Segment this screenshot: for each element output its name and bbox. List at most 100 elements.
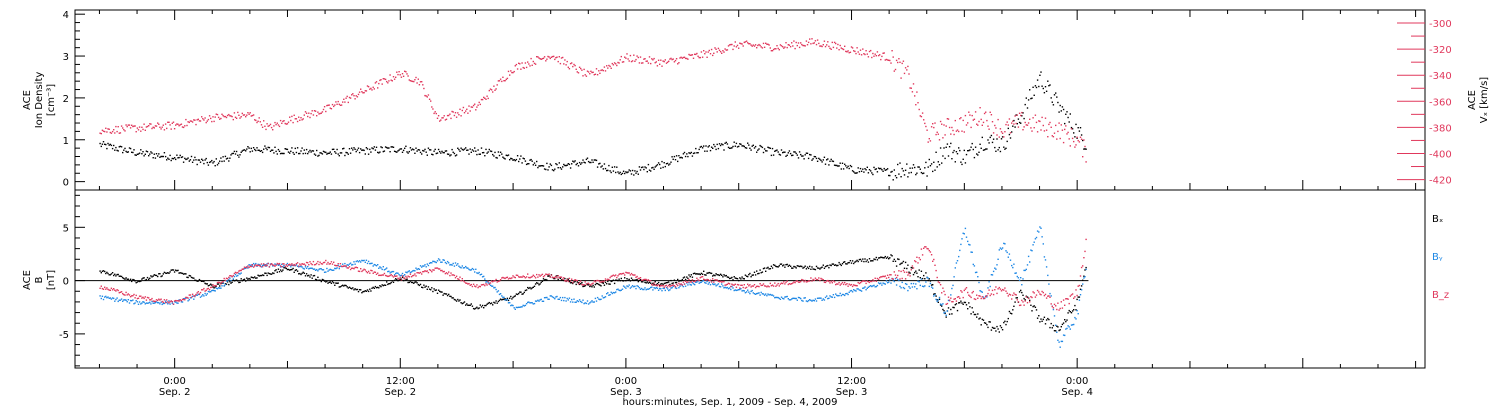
vx-point [264,125,266,127]
vx-point [832,46,835,49]
b-component-2-point [991,289,994,292]
vx-point [661,65,663,67]
b-component-2-point [427,271,430,274]
b-component-1-point [1005,250,1007,252]
b-component-2-point [391,275,393,277]
b-component-2-point [466,282,468,284]
ion-density-point [343,147,345,150]
b-component-2-point [251,264,254,266]
b-component-0-point [468,304,470,306]
b-component-0-point [442,294,444,296]
ion-density-point [212,162,214,164]
b-component-1-point [959,249,961,252]
b-component-1-point [934,294,936,296]
b-component-1-point [425,266,427,268]
b-component-2-point [1036,289,1039,292]
b-component-2-point [295,263,298,265]
legend-bz: B_z [1432,290,1449,301]
b-component-2-point [816,279,819,281]
vx-point [325,110,327,113]
b-component-2-point [793,281,795,283]
vx-point [273,125,275,127]
vx-point [446,114,449,117]
ion-density-point [528,163,530,165]
b-component-2-point [626,272,628,274]
b-component-1-point [929,282,932,285]
b-component-0-point [867,261,870,263]
b-component-2-point [555,275,557,278]
vx-point [513,70,515,73]
ion-density-point [962,158,964,160]
b-component-0-point [714,274,716,277]
vx-point [380,79,382,81]
x-axis-title: hours:minutes, Sep. 1, 2009 - Sep. 4, 20… [622,397,837,408]
b-component-0-point [595,282,598,285]
vx-point [969,114,971,116]
b-component-1-point [642,288,644,291]
b-component-0-point [250,276,252,278]
vx-point [247,112,249,114]
vx-point [562,56,564,59]
ion-density-point [915,173,917,176]
vx-point [557,60,559,63]
b-component-1-point [1034,238,1037,240]
b-component-2-point [775,285,777,287]
b-component-0-point [321,278,324,281]
b-component-0-point [710,272,713,275]
vx-point [788,44,791,46]
ion-density-point [155,153,158,155]
b-component-0-point [873,258,875,260]
ion-density-point [860,170,863,172]
vx-point [239,117,241,119]
ion-density-point [188,160,190,162]
vx-point [104,130,106,133]
b-component-0-point [673,279,676,281]
ion-density-point [654,166,656,168]
b-component-2-point [944,293,946,296]
b-component-1-point [206,293,208,295]
vx-point [943,124,945,126]
b-component-2-point [159,299,161,301]
b-component-1-point [167,303,169,305]
ion-density-point [562,166,564,168]
b-component-0-point [1008,310,1011,313]
ion-density-point [959,149,961,152]
b-component-2-point [566,279,568,281]
b-component-2-point [1041,290,1043,293]
b-component-0-point [310,274,312,276]
ion-density-point [415,147,417,149]
vx-point [618,62,620,64]
b-component-1-point [252,262,255,265]
b-component-2-point [1044,293,1047,296]
vx-point [1083,139,1085,141]
b-component-2-point [909,275,911,277]
b-component-2-point [228,276,230,279]
ion-density-point [1074,136,1076,138]
b-component-1-point [590,301,592,303]
b-component-1-point [716,284,718,286]
ion-density-point [503,157,505,159]
vx-point [829,47,831,49]
ion-density-point [329,151,331,153]
vx-point [475,109,477,111]
b-component-0-point [883,257,885,259]
b-component-1-point [576,300,578,302]
b-component-0-point [999,325,1002,327]
b-component-1-point [1055,324,1057,326]
b-component-0-point [725,274,727,277]
b-component-1-point [932,287,934,289]
b-component-2-point [906,271,908,273]
vx-point [595,68,598,70]
ion-density-point [345,151,347,154]
vx-point [551,55,554,58]
ion-density-point [1025,97,1027,99]
b-component-1-point [159,303,161,305]
vx-point [934,122,936,124]
b-component-1-point [648,287,651,290]
ion-density-point [108,144,110,146]
b-component-0-point [709,272,712,274]
b-component-2-point [439,268,441,270]
b-component-0-point [590,285,592,287]
b-component-0-point [100,272,102,274]
b-component-2-point [785,281,787,284]
